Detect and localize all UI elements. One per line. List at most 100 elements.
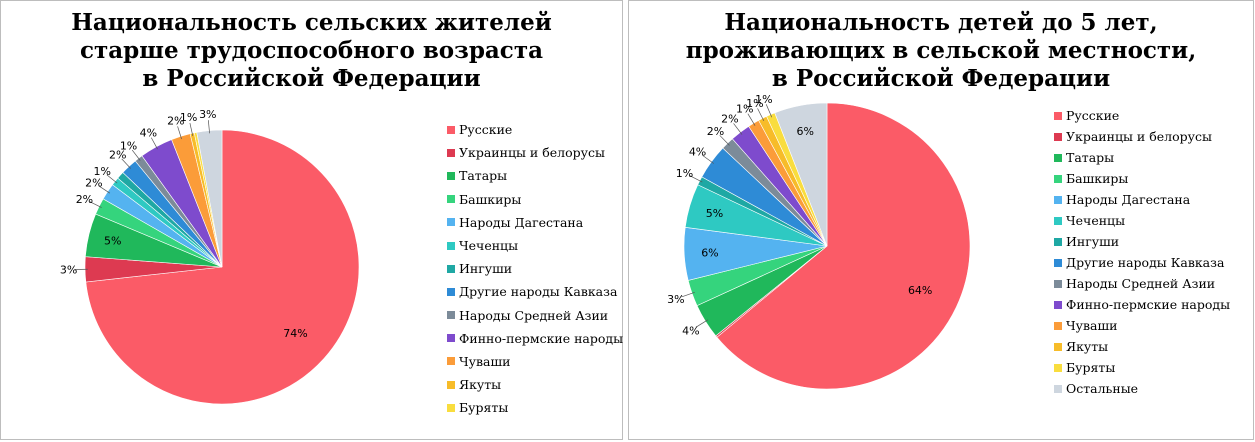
data-label-финно-пермские-народы: 2% [721,113,738,126]
legend-label: Буряты [459,400,509,416]
legend-label: Якуты [1066,339,1109,354]
legend-swatch [1054,384,1062,393]
chart-title-line: Национальность детей до 5 лет, [724,9,1158,36]
legend-item-буряты: Буряты [1054,357,1230,378]
legend-label: Якуты [459,377,502,393]
legend-swatch [447,357,455,366]
legend-item-якуты: Якуты [1054,336,1230,357]
legend-label: Чеченцы [1066,213,1126,228]
legend-swatch [1054,153,1062,162]
legend-swatch [1054,132,1062,141]
legend-label: Татары [1066,150,1115,165]
legend-item-остальные: Остальные [1054,378,1230,399]
legend-item-другие-народы-кавказа: Другие народы Кавказа [1054,252,1230,273]
data-label-якуты: 1% [180,111,197,124]
data-label-ингуши: 1% [676,167,693,180]
legend-swatch [1054,342,1062,351]
legend-swatch [1054,174,1062,183]
data-label-leader-line [131,149,141,161]
data-label-leader-line [747,113,756,126]
legend-item-русские: Русские [447,118,623,141]
legend-item-ингуши: Ингуши [1054,231,1230,252]
data-label-башкиры: 3% [667,293,684,306]
legend-item-финно-пермские-народы: Финно-пермские народы [447,327,623,350]
pie-chart: 64%4%3%6%5%1%4%2%2%1%1%1%6% [667,93,971,390]
legend-swatch [1054,279,1062,288]
data-label-чеченцы: 1% [93,165,110,178]
data-label-остальные: 3% [199,108,216,121]
data-label-leader-line [733,123,743,135]
legend-label: Русские [1066,108,1120,123]
data-label-leader-line [106,174,118,184]
legend-item-украинцы-и-белорусы: Украинцы и белорусы [1054,126,1230,147]
data-label-leader-line [208,120,210,134]
legend-swatch [447,264,455,273]
data-label-финно-пермские-народы: 4% [140,126,157,139]
chart-title-line: в Российской Федерации [142,65,481,92]
data-label-татары: 5% [104,235,121,248]
data-label-leader-line [177,126,182,140]
data-label-leader-line [757,108,765,122]
data-label-leader-line [150,137,158,150]
data-label-народы-средней-азии: 1% [120,139,137,152]
legend-label: Народы Дагестана [1066,192,1191,207]
legend-item-украинцы-и-белорусы: Украинцы и белорусы [447,141,623,164]
chart-panel-rural-elderly: Национальность сельских жителей старше т… [0,0,623,440]
legend-swatch [447,171,455,180]
data-label-народы-дагестана: 6% [701,247,718,260]
data-label-leader-line [702,154,714,164]
data-label-leader-line [681,291,695,298]
data-label-якуты: 1% [746,97,763,110]
data-label-татары: 4% [682,324,699,337]
data-label-leader-line [695,319,709,328]
data-label-leader-line [689,175,703,183]
legend-label: Народы Средней Азии [459,307,609,323]
chart-title: Национальность детей до 5 лет, проживающ… [629,9,1253,93]
data-label-чуваши: 1% [736,103,753,116]
legend-swatch [447,218,455,227]
data-label-русские: 74% [283,327,307,340]
legend-item-башкиры: Башкиры [1054,168,1230,189]
legend-swatch [447,334,455,343]
legend-swatch [447,311,455,320]
legend-label: Буряты [1066,360,1116,375]
data-label-народы-средней-азии: 2% [707,125,724,138]
data-label-leader-line [719,135,730,146]
data-label-leader-line [765,104,773,118]
legend-label: Украинцы и белорусы [459,145,605,161]
legend-item-народы-средней-азии: Народы Средней Азии [1054,273,1230,294]
legend-swatch [1054,363,1062,372]
legend-label: Другие народы Кавказа [459,284,618,300]
legend-item-ингуши: Ингуши [447,257,623,280]
legend-label: Чуваши [459,353,511,369]
legend-label: Ингуши [1066,234,1120,249]
chart-title: Национальность сельских жителей старше т… [1,9,622,93]
data-label-чеченцы: 5% [706,207,723,220]
legend-label: Финно-пермские народы [1066,297,1231,312]
data-label-leader-line [98,185,111,194]
legend-label: Другие народы Кавказа [1066,255,1225,270]
legend-item-буряты: Буряты [447,396,623,419]
legend-item-чуваши: Чуваши [1054,315,1230,336]
legend-item-финно-пермские-народы: Финно-пермские народы [1054,294,1230,315]
legend-label: Остальные [1066,381,1139,396]
chart-title-line: в Российской Федерации [771,65,1111,92]
legend-item-чеченцы: Чеченцы [447,234,623,257]
legend-label: Ингуши [459,261,513,277]
legend-label: Русские [459,122,513,138]
legend-item-чуваши: Чуваши [447,350,623,373]
legend-swatch [447,403,455,412]
legend-swatch [1054,195,1062,204]
chart-title-line: Национальность сельских жителей [71,9,552,36]
data-label-буряты: 1% [755,93,772,106]
chart-legend: Русские Украинцы и белорусы Татары Башкиры Н… [1054,105,1230,399]
legend-label: Башкиры [1066,171,1129,186]
chart-legend: Русские Украинцы и белорусы Татары Башкиры Н… [447,118,623,419]
legend-item-башкиры: Башкиры [447,188,623,211]
legend-swatch [1054,300,1062,309]
legend-label: Народы Средней Азии [1066,276,1216,291]
legend-swatch [1054,111,1062,120]
legend-swatch [447,195,455,204]
legend-label: Чеченцы [459,238,519,254]
legend-item-другие-народы-кавказа: Другие народы Кавказа [447,280,623,303]
